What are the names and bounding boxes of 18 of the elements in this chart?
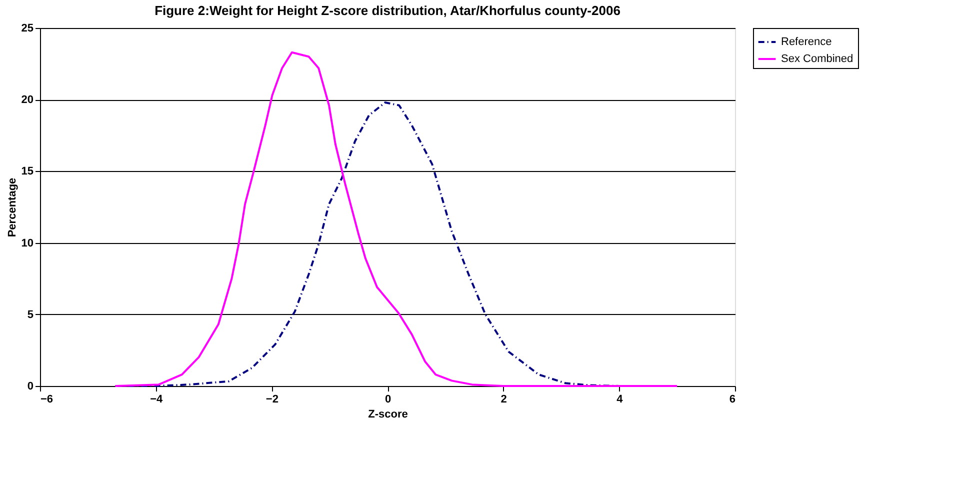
- y-axis-title: Percentage: [6, 178, 18, 238]
- y-tick-label: 5: [27, 308, 34, 321]
- y-tick-label: 0: [27, 380, 34, 392]
- x-tick-label: 4: [616, 394, 624, 406]
- x-axis-title: Z-score: [368, 408, 408, 420]
- y-tick-label: 15: [21, 166, 34, 178]
- x-tick-label: −4: [150, 394, 164, 406]
- x-tick-label: 0: [384, 394, 392, 406]
- x-tick-label: −2: [266, 394, 278, 406]
- x-tick-label: −6: [40, 394, 54, 406]
- legend-label: Sex Combined: [781, 53, 854, 65]
- x-tick-label: 2: [500, 394, 507, 406]
- chart-title: Figure 2:Weight for Height Z-score distribution, Atar/Khorfulus county-2006: [154, 3, 620, 18]
- y-tick-label: 20: [21, 94, 34, 106]
- y-tick-label: 25: [21, 22, 34, 34]
- y-tick-label: 10: [21, 237, 34, 250]
- x-tick-label: 6: [729, 394, 736, 406]
- legend-label: Reference: [781, 36, 832, 48]
